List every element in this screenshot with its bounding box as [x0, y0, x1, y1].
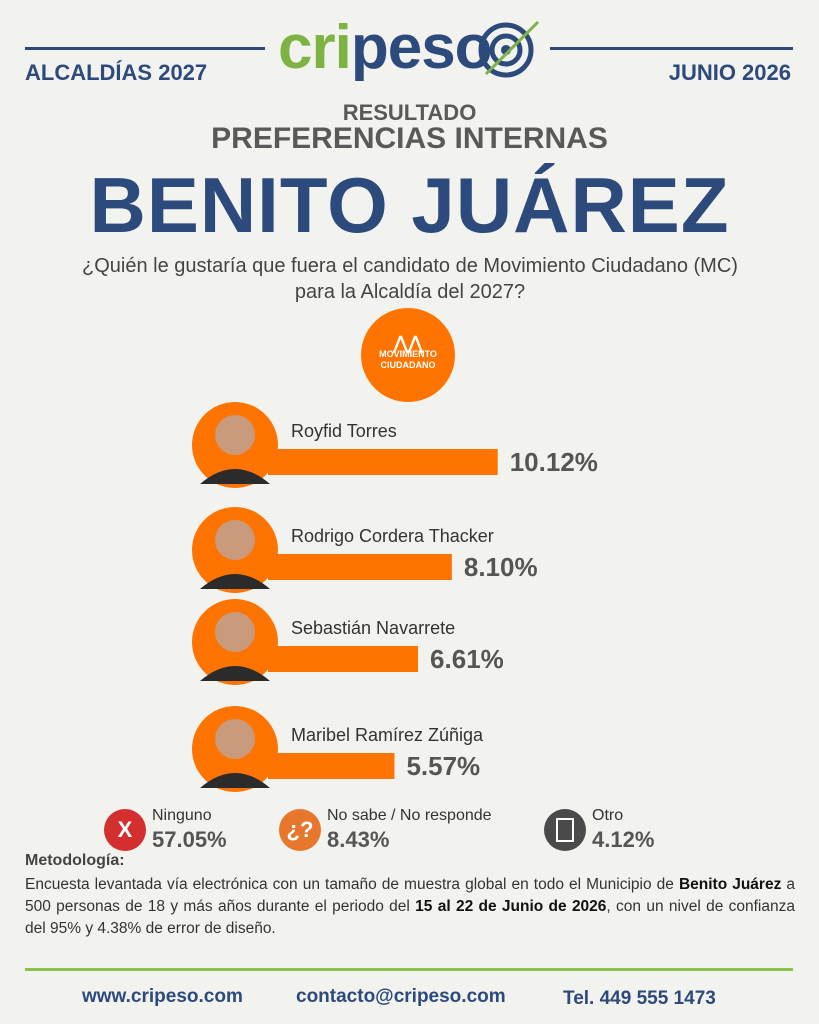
brand-target	[478, 20, 540, 78]
subtitle: PREFERENCIAS INTERNAS	[211, 122, 608, 155]
value-label: 6.61%	[430, 644, 504, 674]
logo-bird: ⋀⋀	[393, 333, 423, 353]
web[interactable]: www.cripeso.com	[82, 986, 243, 1007]
photo-head	[215, 520, 255, 560]
photo-head	[215, 612, 255, 652]
photo-body	[200, 574, 270, 589]
bar	[268, 753, 395, 779]
photo-body	[200, 666, 270, 681]
other-icon	[279, 809, 321, 851]
header-left: ALCALDÍAS 2027	[25, 60, 208, 85]
methodology-text: Encuesta levantada vía electrónica con u…	[25, 874, 795, 940]
main-title: BENITO JUÁREZ	[89, 161, 730, 249]
bar	[268, 449, 498, 475]
text-bold: Benito Juárez	[678, 876, 782, 893]
category-label: Royfid Torres	[291, 421, 397, 441]
photo-body	[200, 773, 270, 788]
bar	[268, 646, 419, 672]
phone: Tel. 449 555 1473	[563, 988, 716, 1009]
category-label: Maribel Ramírez Zúñiga	[291, 725, 484, 745]
photo-body	[200, 469, 270, 484]
text-bold: 15 al 22 de Junio de 2026	[415, 898, 607, 915]
question: ¿Quién le gustaría que fuera el candidat…	[82, 255, 738, 303]
other-label: Ninguno	[152, 807, 212, 824]
logo-line: MOVIMIENTO	[379, 349, 437, 359]
photo-head	[215, 415, 255, 455]
value-label: 8.10%	[464, 552, 538, 582]
brand-b: peso	[350, 13, 493, 82]
email[interactable]: contacto@cripeso.com	[296, 986, 506, 1007]
other-value: 8.43%	[327, 827, 389, 852]
icon-ballot	[556, 818, 574, 842]
kicker: RESULTADO	[342, 100, 477, 125]
other-icon	[104, 809, 146, 851]
methodology-heading: Metodología:	[25, 852, 125, 869]
logo-line: CIUDADANO	[380, 360, 436, 370]
category-label: Rodrigo Cordera Thacker	[291, 526, 494, 546]
footer-rule	[25, 968, 793, 971]
party-logo: ⋀⋀ MOVIMIENTO CIUDADANO	[361, 308, 455, 402]
header-right: JUNIO 2026	[668, 60, 791, 85]
brand: cripeso	[278, 12, 493, 83]
other-label: Otro	[592, 807, 623, 824]
category-label: Sebastián Navarrete	[291, 618, 455, 638]
rule	[550, 47, 793, 50]
value-label: 5.57%	[406, 751, 480, 781]
photo-head	[215, 719, 255, 759]
other-value: 4.12%	[592, 827, 654, 852]
value-label: 10.12%	[510, 447, 598, 477]
other-value: 57.05%	[152, 827, 227, 852]
text: Encuesta levantada vía electrónica con u…	[25, 876, 679, 893]
icon-text: ¿?	[287, 817, 314, 842]
text: a 500 personas de 18 y más años durante …	[25, 876, 795, 915]
rule	[25, 47, 265, 50]
brand-a: cri	[278, 13, 352, 82]
text: , con un nivel de confianza del 95% y 4.…	[25, 898, 795, 937]
bar	[268, 554, 452, 580]
other-label: No sabe / No responde	[327, 807, 492, 824]
other-icon	[544, 809, 586, 851]
icon-text: X	[118, 817, 133, 842]
